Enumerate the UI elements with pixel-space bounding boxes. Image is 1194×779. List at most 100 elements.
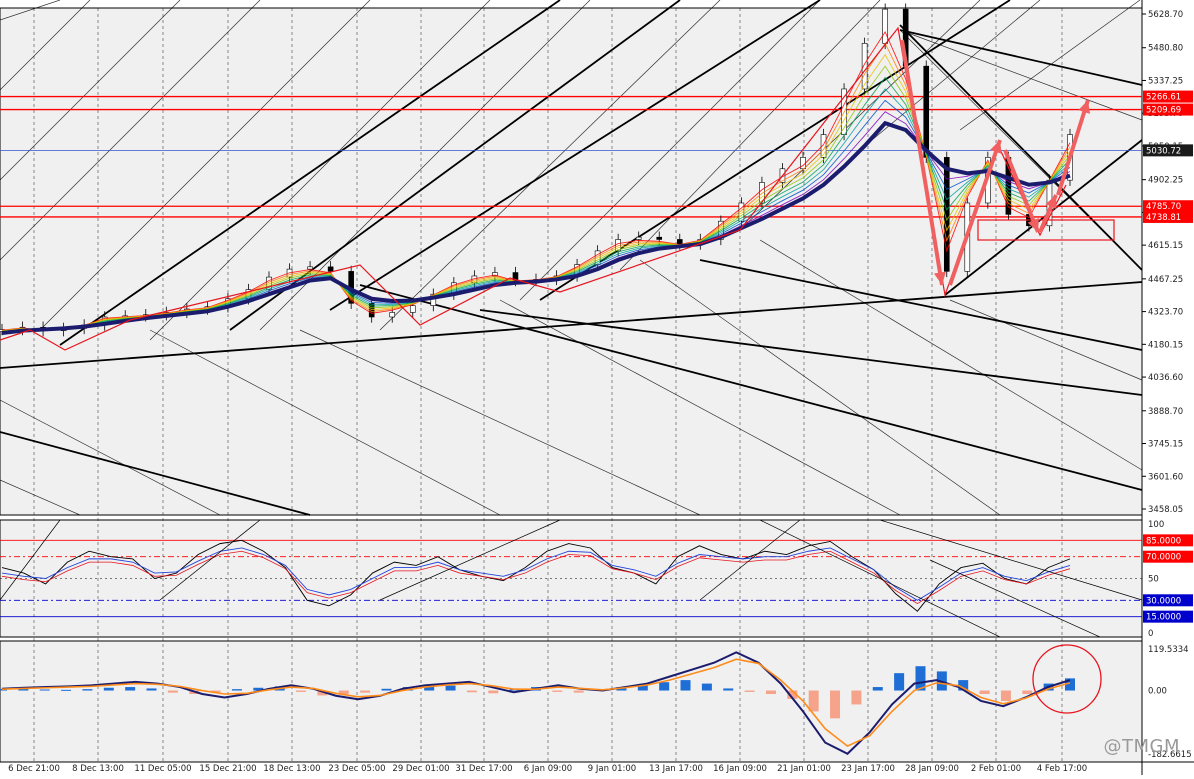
rsi-trend-line [759, 519, 1001, 638]
ema-line [1, 120, 1071, 335]
candle-body [656, 236, 663, 240]
level-badge-label: 4738.81 [1146, 213, 1181, 223]
macd-histogram-bar [680, 680, 691, 691]
macd-panel [0, 640, 1143, 763]
macd-histogram-bar [210, 690, 221, 693]
trend-line [0, 0, 61, 21]
level-badge-label: 5209.69 [1146, 106, 1181, 116]
trend-line [499, 299, 901, 516]
trend-line [299, 329, 701, 516]
rsi-level-badge [1143, 534, 1193, 547]
x-axis-label: 6 Dec 21:00 [8, 764, 60, 774]
rsi-tick-label: 0 [1148, 629, 1153, 639]
rsi-smooth-line [1, 550, 1071, 605]
macd-histogram-bar [915, 666, 926, 691]
candle-body [759, 182, 765, 204]
macd-histogram-bar [701, 683, 712, 691]
macd-histogram-bar [723, 688, 734, 691]
macd-tick-label: 119.5334 [1148, 645, 1189, 655]
red-arrow [948, 139, 1002, 286]
rsi-trend-line [159, 519, 261, 601]
price-tick-label: 3745.15 [1148, 440, 1183, 450]
x-axis-label: 8 Dec 13:00 [72, 764, 124, 774]
macd-histogram-bar [466, 690, 477, 693]
red-arrow [900, 39, 944, 286]
macd-histogram-bar [39, 689, 50, 691]
trend-line [0, 0, 91, 91]
macd-histogram-bar [253, 687, 264, 691]
red-arrowhead [1078, 100, 1091, 114]
macd-tick-label: -182.6615 [1148, 750, 1192, 760]
candle-body [409, 305, 416, 313]
candle-body [861, 43, 868, 90]
macd-histogram-bar [317, 690, 328, 696]
macd-histogram-bar [552, 690, 563, 692]
x-axis-label: 21 Jan 01:00 [777, 764, 831, 774]
rsi-level-badge [1143, 550, 1193, 563]
rsi-series [0, 519, 1143, 638]
price-tick-label: 5480.80 [1148, 44, 1183, 54]
macd-histogram-bar [103, 687, 114, 691]
price-tick-label: 4615.15 [1148, 241, 1183, 251]
heavy-trend-line [0, 281, 1143, 369]
macd-histogram-bar [573, 690, 584, 693]
heavy-trend-line [699, 259, 1143, 351]
macd-histogram-bar [445, 685, 456, 691]
macd-histogram-bar [488, 690, 499, 694]
macd-histogram-bar [787, 690, 798, 699]
macd-histogram-bar [979, 690, 990, 695]
rsi-level-badge-label: 15.0000 [1146, 613, 1181, 623]
red-arrowhead [1027, 218, 1039, 232]
level-badge-label: 5266.61 [1146, 93, 1181, 103]
price-tick-label: 4323.70 [1148, 308, 1183, 318]
red-arrow [1003, 149, 1040, 233]
macd-tick-label: 0.00 [1148, 687, 1167, 697]
trend-line [0, 479, 81, 516]
trend-line [619, 0, 881, 271]
heavy-trend-line [359, 284, 1143, 491]
candle-body [882, 8, 888, 44]
macd-histogram-bar [1065, 678, 1075, 691]
heavy-trend-line [899, 24, 1143, 271]
x-axis-label: 29 Dec 01:00 [392, 764, 449, 774]
highlight-circle [1032, 644, 1102, 714]
red-arrowhead [990, 140, 1002, 154]
rsi-level-badge [1143, 594, 1193, 607]
level-badge [1143, 144, 1193, 157]
macd-histogram-bar [338, 690, 349, 695]
rsi-tick-label: 50 [1148, 575, 1159, 585]
candle-body [635, 236, 642, 240]
trend-line [39, 0, 371, 331]
macd-histogram-bar [830, 690, 841, 719]
price-tick-label: 4902.25 [1148, 176, 1183, 186]
candle-body [800, 157, 806, 170]
macd-histogram-bar [146, 688, 157, 691]
trend-line [759, 239, 1143, 471]
level-badge [1143, 103, 1193, 116]
price-series [0, 3, 1142, 337]
red-arrowhead [1045, 195, 1057, 209]
trend-line [149, 329, 501, 516]
macd-histogram-bar [958, 680, 969, 691]
macd-histogram-bar [381, 688, 392, 691]
rsi-trend-line [0, 519, 61, 601]
level-badge [1143, 210, 1193, 223]
rsi-tick-label: 100 [1148, 520, 1164, 530]
macd-histogram-bar [872, 687, 883, 691]
rsi-level-badge-label: 85.0000 [1146, 536, 1181, 546]
price-tick-label: 4180.15 [1148, 340, 1183, 350]
macd-histogram-bar [851, 690, 862, 705]
price-tick-label: 5337.25 [1148, 76, 1183, 86]
rsi-trend-line [929, 559, 1101, 638]
macd-signal-line [1, 658, 1071, 748]
x-axis-label: 16 Jan 09:00 [713, 764, 767, 774]
trend-line [639, 259, 1001, 516]
x-axis-label: 9 Jan 01:00 [588, 764, 636, 774]
x-axis-label: 6 Jan 09:00 [524, 764, 572, 774]
level-badge-label: 5030.72 [1146, 146, 1181, 156]
rsi-level-badge [1143, 610, 1193, 623]
macd-histogram-bar [894, 673, 905, 691]
x-axis-label: 18 Dec 13:00 [263, 764, 320, 774]
